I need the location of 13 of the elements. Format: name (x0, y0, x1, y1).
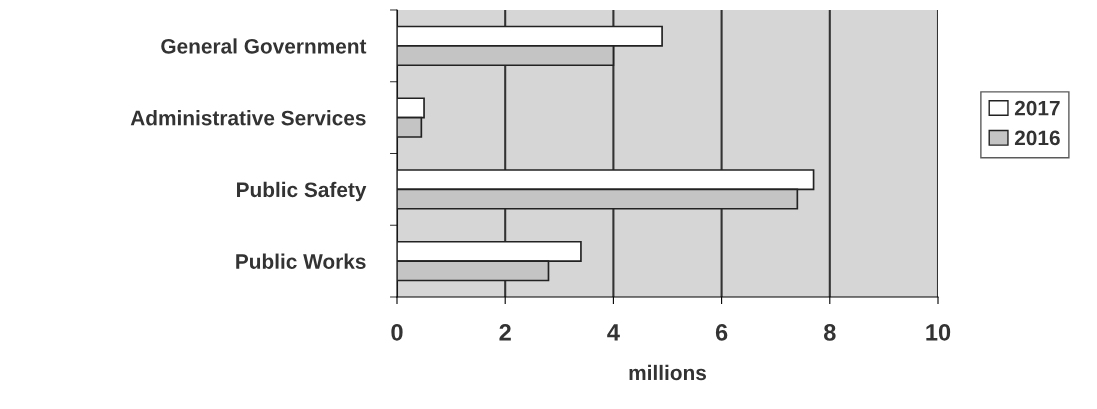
x-tick-label: 2 (499, 324, 511, 341)
legend-label: 2016 (1014, 130, 1060, 146)
legend-label: 2017 (1014, 100, 1060, 116)
x-tick-label: 0 (391, 324, 403, 341)
x-tick-label: 8 (823, 324, 836, 341)
y-tick-label: Public Safety (237, 181, 367, 202)
y-tick-label: General Government (161, 38, 367, 54)
y-tick-label: Administrative Services (130, 110, 366, 126)
x-axis-title: millions (629, 364, 707, 381)
x-tick-label: 4 (607, 324, 620, 341)
y-tick-label: Public Works (236, 253, 366, 269)
x-tick-label: 10 (926, 324, 951, 341)
x-tick-label: 6 (715, 324, 728, 341)
